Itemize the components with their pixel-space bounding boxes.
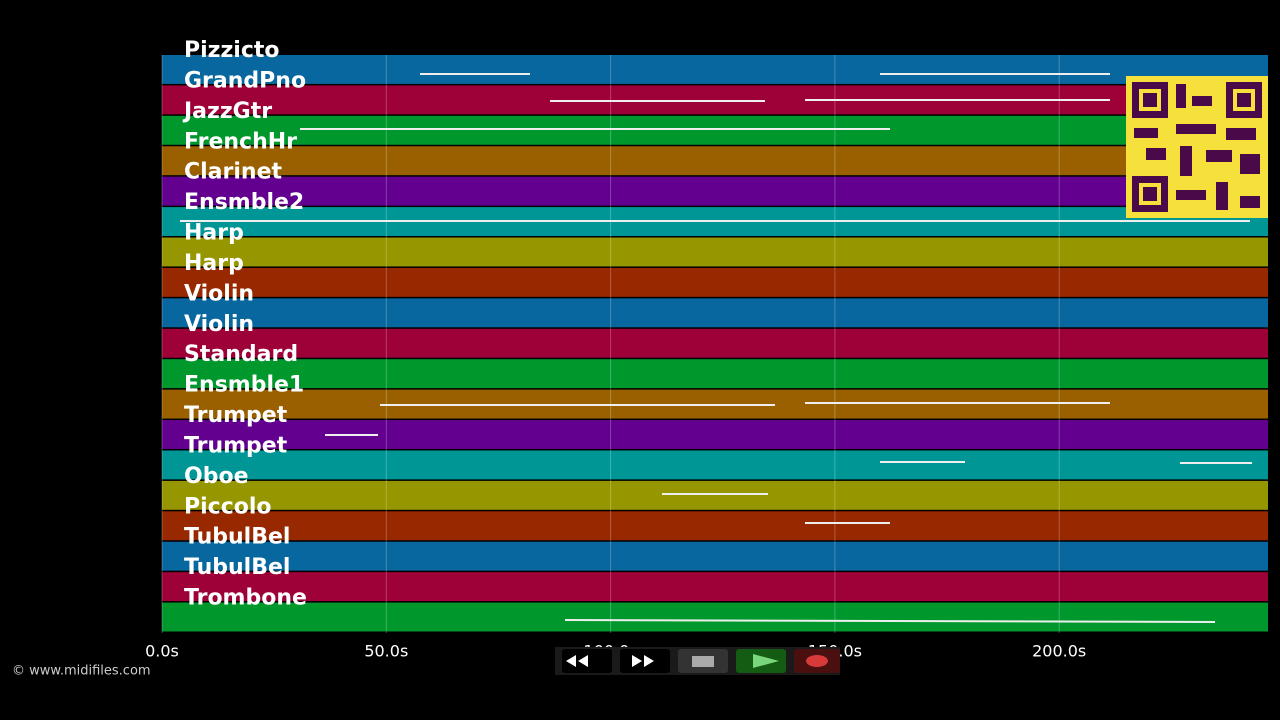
play-button[interactable] [736,649,786,673]
time-tick-label: 200.0s [1032,642,1086,661]
record-button[interactable] [794,649,840,673]
grid [161,55,1060,633]
time-tick-label: 0.0s [145,642,179,661]
track-name: JazzGtr [182,99,272,124]
track-bands [162,55,1268,632]
track-band [162,115,1268,145]
track-name: Trumpet [184,403,288,428]
track-band [162,450,1268,480]
track-name: TubulBel [184,525,290,550]
track-name: Pizzicto [184,38,280,63]
track-name: TubulBel [184,555,290,580]
track-band [162,176,1268,206]
track-name: Violin [184,312,254,337]
track-band [162,572,1268,602]
track-name: Piccolo [184,494,272,519]
qr-pattern [1132,82,1262,212]
track-name: Clarinet [184,160,283,185]
track-name: Trumpet [184,433,288,458]
track-band [162,267,1268,297]
track-band [162,146,1268,176]
track-band [162,541,1268,571]
track-name: Oboe [184,464,249,489]
track-name: Standard [184,342,298,367]
track-name: GrandPno [184,68,306,93]
track-band [162,328,1268,358]
credit: © www.midifiles.com [12,664,151,679]
track-name: Ensmble2 [184,190,304,215]
track-name: FrenchHr [184,129,297,154]
track-band [162,298,1268,328]
track-band [162,480,1268,510]
forward-button[interactable] [620,649,670,673]
track-name: Harp [184,221,244,246]
qr-code [1126,76,1268,218]
note [564,619,1216,623]
notes [180,73,1252,623]
track-name: Trombone [184,586,307,611]
rewind-button[interactable] [562,649,612,673]
stop-button[interactable] [678,649,728,673]
track-band [162,55,1268,84]
track-name: Harp [184,251,244,276]
track-name: Violin [184,281,254,306]
track-name: Ensmble1 [184,373,304,398]
track-band [162,602,1268,632]
track-band [162,511,1268,541]
track-band [162,237,1268,267]
track-band [162,359,1268,389]
transport-controls [555,647,840,675]
time-tick-label: 50.0s [364,642,408,661]
